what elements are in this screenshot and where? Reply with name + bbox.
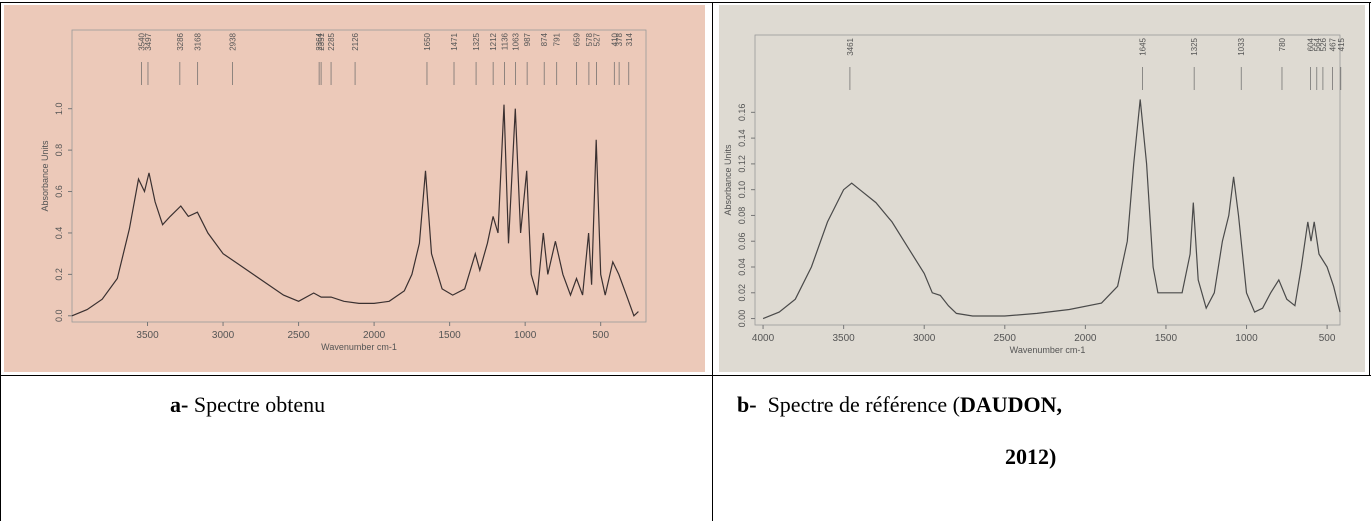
spectra: 3500 3000 2500 2000 1500 1000 500 0.0 0.2 0.4 0.6 0… <box>4 5 1365 372</box>
photo-background <box>719 5 1365 372</box>
peak-label: 791 <box>553 32 562 46</box>
y-tick-label: 0.0 <box>54 310 64 323</box>
y-tick-label: 0.8 <box>54 144 64 157</box>
y-axis-label: Absorbance Units <box>723 144 733 216</box>
peak-label: 3168 <box>194 32 203 50</box>
peak-label: 2938 <box>228 32 237 50</box>
x-tick-label: 2500 <box>994 333 1017 344</box>
table-border <box>712 2 713 521</box>
y-tick-label: 0.4 <box>54 227 64 240</box>
y-axis-label: Absorbance Units <box>40 140 50 212</box>
caption: 2012) <box>1005 444 1056 470</box>
caption: a- Spectre obtenu <box>170 392 325 418</box>
peak-label: 564 <box>1313 37 1322 51</box>
x-tick-label: 3500 <box>833 333 856 344</box>
peak-label: 3540 <box>137 32 146 50</box>
peak-label: 1650 <box>423 32 432 50</box>
x-tick-label: 500 <box>1319 333 1336 344</box>
peak-label: 987 <box>523 32 532 46</box>
y-tick-label: 0.16 <box>737 104 747 122</box>
peak-label: 378 <box>615 32 624 46</box>
peak-label: 1471 <box>450 32 459 50</box>
y-tick-label: 0.06 <box>737 232 747 250</box>
x-axis-label: Wavenumber cm-1 <box>321 342 397 352</box>
x-axis-label: Wavenumber cm-1 <box>1010 345 1086 355</box>
table-border <box>0 2 1 521</box>
x-tick-label: 4000 <box>752 333 775 344</box>
peak-label: 527 <box>593 32 602 46</box>
spectrum-line <box>762 99 1341 320</box>
peak-label: 874 <box>540 32 549 46</box>
table-border <box>0 375 1371 376</box>
peak-label: 467 <box>1328 37 1337 51</box>
x-tick-label: 2000 <box>1074 333 1097 344</box>
spectrum-line <box>71 104 639 317</box>
plot-frame <box>754 34 1341 326</box>
peak-label: 410 <box>610 32 619 46</box>
y-tick-label: 1.0 <box>54 102 64 115</box>
y-tick-label: 0.10 <box>737 181 747 199</box>
y-tick-label: 0.6 <box>54 185 64 198</box>
x-tick-label: 1000 <box>514 330 537 341</box>
x-tick-label: 3000 <box>212 330 235 341</box>
caption: b- Spectre de référence (DAUDON, <box>737 392 1062 418</box>
peak-label: 659 <box>573 32 582 46</box>
peak-label: 604 <box>1306 37 1315 51</box>
plot-frame <box>71 29 647 323</box>
x-tick-label: 1500 <box>1155 333 1178 344</box>
y-tick-label: 0.08 <box>737 207 747 225</box>
peak-label: 2351 <box>317 32 326 50</box>
y-tick-label: 0.14 <box>737 129 747 147</box>
peak-label: 3461 <box>846 37 855 55</box>
y-tick-label: 0.12 <box>737 155 747 173</box>
table-border <box>1369 2 1370 376</box>
table-border <box>0 2 1371 3</box>
x-tick-label: 500 <box>592 330 609 341</box>
y-tick-label: 0.04 <box>737 258 747 276</box>
y-tick-label: 0.00 <box>737 310 747 328</box>
y-tick-label: 0.02 <box>737 284 747 302</box>
y-tick-label: 0.2 <box>54 268 64 281</box>
peak-label: 526 <box>1319 37 1328 51</box>
peak-label: 3286 <box>176 32 185 50</box>
peak-label: 780 <box>1278 37 1287 51</box>
peak-label: 415 <box>1337 37 1346 51</box>
photo-background <box>4 5 705 372</box>
x-tick-label: 1000 <box>1235 333 1258 344</box>
peak-label: 2285 <box>327 32 336 50</box>
peak-label: 1325 <box>472 32 481 50</box>
x-tick-label: 3500 <box>136 330 159 341</box>
caption-text: Spectre de référence ( <box>767 392 960 417</box>
peak-label: 578 <box>585 32 594 46</box>
peak-label: 1063 <box>512 32 521 50</box>
x-tick-label: 2500 <box>287 330 310 341</box>
peak-label: 1325 <box>1190 37 1199 55</box>
peak-label: 2126 <box>351 32 360 50</box>
peak-label: 314 <box>625 32 634 46</box>
peak-label: 1645 <box>1139 37 1148 55</box>
peak-label: 1033 <box>1237 37 1246 55</box>
caption-reference: DAUDON, <box>959 392 1062 417</box>
peak-label: 1212 <box>489 32 498 50</box>
peak-label: 1136 <box>501 32 510 50</box>
peak-label: 3497 <box>144 32 153 50</box>
x-tick-label: 3000 <box>913 333 936 344</box>
caption-label: b- <box>737 392 757 417</box>
x-tick-label: 2000 <box>363 330 386 341</box>
caption-label: a- <box>170 392 189 417</box>
x-tick-label: 1500 <box>439 330 462 341</box>
caption-year: 2012) <box>1005 444 1057 469</box>
caption-text: Spectre obtenu <box>193 392 326 417</box>
peak-label: 2364 <box>315 32 324 50</box>
